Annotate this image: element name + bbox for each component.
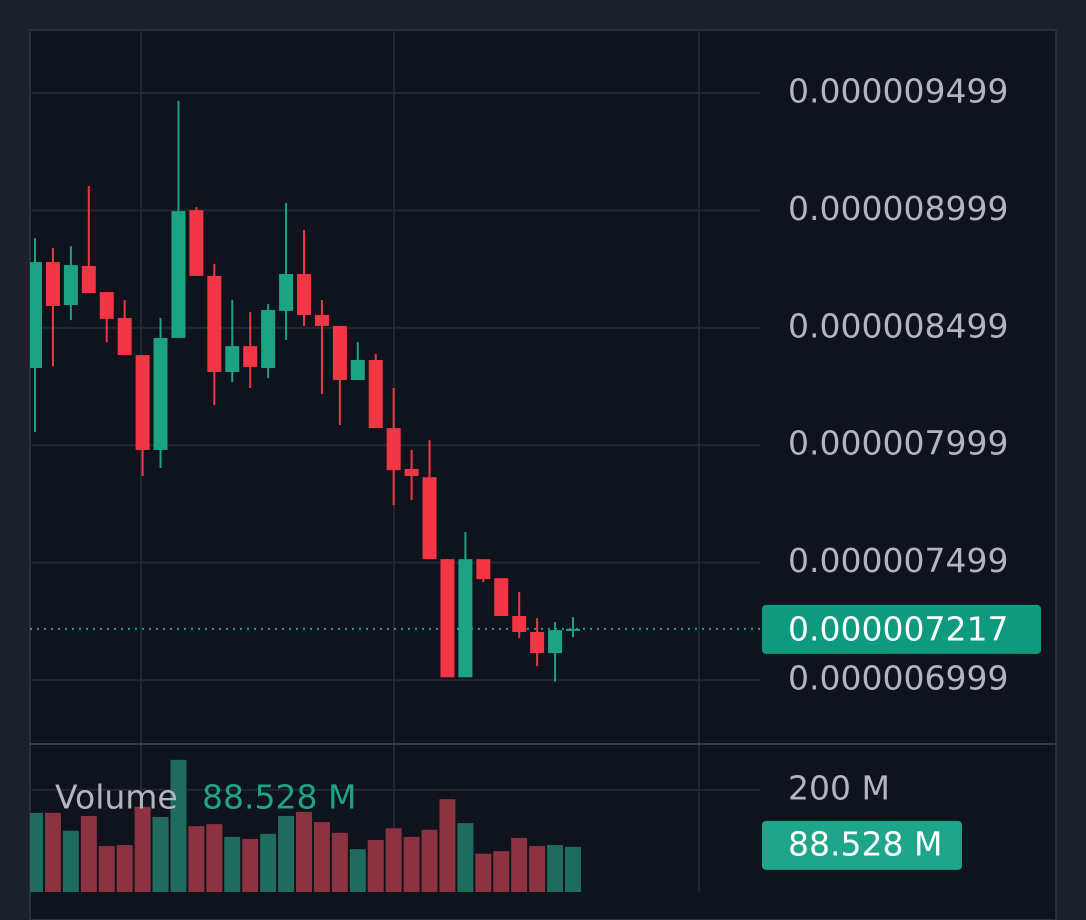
volume-bar	[457, 823, 474, 892]
candle-body	[386, 428, 401, 471]
candle-body	[368, 359, 383, 429]
y-tick-label: 0.000008499	[788, 306, 1008, 345]
y-tick-label: 0.000006999	[788, 659, 1008, 698]
last-volume-box	[762, 820, 962, 870]
volume-bar	[313, 822, 330, 892]
last-volume-label: 88.528 M	[788, 824, 942, 863]
candle-body	[350, 359, 365, 380]
volume-bar	[296, 811, 312, 892]
last-price-box	[762, 604, 1041, 654]
volume-bar	[224, 836, 241, 892]
candle-body	[81, 266, 96, 294]
candle-body	[117, 317, 132, 356]
volume-bar	[206, 824, 223, 892]
candle-body	[207, 275, 222, 372]
last-price-label: 0.000007217	[788, 609, 1008, 648]
candle-body	[45, 262, 60, 306]
candle-body	[279, 274, 294, 311]
candle-body	[261, 309, 276, 368]
candle-body	[530, 631, 545, 654]
candle-body	[440, 559, 455, 678]
volume-bar	[116, 845, 133, 892]
volume-bar	[349, 849, 366, 892]
candle-body	[30, 262, 42, 368]
volume-bar	[44, 812, 61, 892]
volume-bar	[385, 828, 402, 892]
volume-bar	[30, 812, 43, 892]
candle-body	[548, 630, 563, 654]
volume-bar	[529, 846, 546, 892]
volume-bar	[547, 845, 564, 892]
volume-legend-name: Volume	[55, 778, 178, 817]
candle-body	[494, 578, 509, 616]
volume-bar	[152, 816, 169, 892]
y-tick-label: 0.000007499	[788, 541, 1008, 580]
volume-bar	[475, 853, 492, 892]
volume-bar	[493, 851, 510, 892]
candle-body	[458, 559, 473, 678]
candle-body	[404, 468, 419, 477]
candle-body	[99, 292, 114, 319]
candle-body	[512, 615, 527, 632]
volume-bar	[439, 799, 456, 892]
volume-legend-value: 88.528 M	[202, 778, 356, 817]
candle-body	[332, 325, 347, 380]
candle-body	[297, 274, 311, 315]
candle-body	[476, 559, 491, 580]
chart-panel	[29, 29, 1057, 920]
volume-bar	[260, 833, 277, 892]
candle-body	[422, 477, 437, 560]
volume-bar	[242, 838, 259, 892]
grid	[30, 91, 760, 791]
volume-bar	[403, 836, 420, 892]
volume-bar	[421, 829, 438, 892]
y-tick-label: 0.000007999	[788, 424, 1008, 463]
candle-body	[135, 355, 150, 450]
volume-bar	[98, 846, 115, 892]
candle-body	[171, 211, 186, 338]
candle-body	[153, 337, 168, 450]
volume-bar	[331, 832, 348, 892]
volume-bar	[62, 830, 79, 892]
volume-tick-label: 200 M	[788, 768, 890, 807]
candle-body	[225, 346, 240, 372]
y-tick-label: 0.000009499	[788, 71, 1008, 110]
volume-bar	[278, 815, 295, 892]
y-tick-label: 0.000008999	[788, 189, 1008, 228]
volume-bar	[511, 837, 528, 892]
candle-body	[314, 314, 329, 326]
volume-bar	[188, 826, 205, 892]
volume-bar	[367, 839, 384, 892]
candle-body	[566, 628, 580, 631]
volume-bar	[565, 846, 581, 892]
labels: 0.000006999 0.000007499 0.000007999 0.00000…	[55, 71, 1041, 870]
volume-bar	[134, 806, 151, 892]
volume-bar	[80, 815, 97, 892]
plot	[30, 100, 581, 892]
volume-bar	[170, 759, 187, 892]
candle-body	[243, 346, 258, 368]
candle-body	[189, 210, 204, 276]
candle-body	[63, 265, 78, 306]
